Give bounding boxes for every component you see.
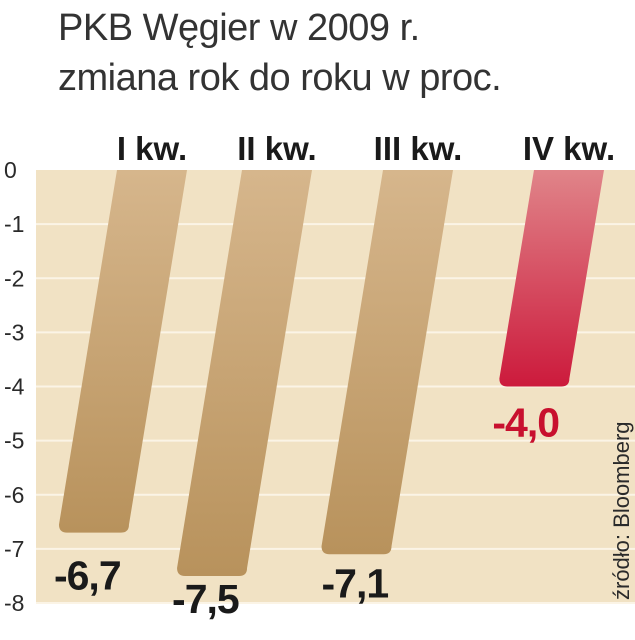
bar-4 <box>499 170 604 387</box>
y-tick-label: -2 <box>4 265 24 291</box>
category-labels: I kw. II kw. III kw. IV kw. <box>117 130 615 167</box>
y-tick-label: -1 <box>4 211 24 237</box>
category-label: IV kw. <box>523 130 615 167</box>
value-label: -4,0 <box>492 400 559 446</box>
chart-subtitle: zmiana rok do roku w proc. <box>58 57 501 99</box>
y-tick-label: -6 <box>4 482 24 508</box>
y-tick-label: 0 <box>4 157 17 183</box>
category-label: I kw. <box>117 130 187 167</box>
category-label: II kw. <box>237 130 316 167</box>
bar-3 <box>321 170 453 555</box>
value-label: -7,1 <box>322 560 389 606</box>
bars <box>58 170 604 576</box>
value-label: -7,5 <box>172 576 239 622</box>
y-tick-label: -5 <box>4 428 24 454</box>
y-axis: 0 -1 -2 -3 -4 -5 -6 -7 -8 <box>4 157 25 616</box>
value-label: -6,7 <box>54 553 121 599</box>
source-note: źródło: Bloomberg <box>609 421 634 600</box>
y-tick-label: -3 <box>4 319 24 345</box>
y-tick-label: -7 <box>4 536 24 562</box>
bar-1 <box>58 170 188 533</box>
y-tick-label: -8 <box>4 590 24 616</box>
y-tick-label: -4 <box>4 374 25 400</box>
bar-2 <box>177 170 312 576</box>
chart-title: PKB Węgier w 2009 r. <box>58 7 420 49</box>
category-label: III kw. <box>374 130 463 167</box>
value-labels: -6,7 -7,5 -7,1 -4,0 <box>54 400 560 622</box>
